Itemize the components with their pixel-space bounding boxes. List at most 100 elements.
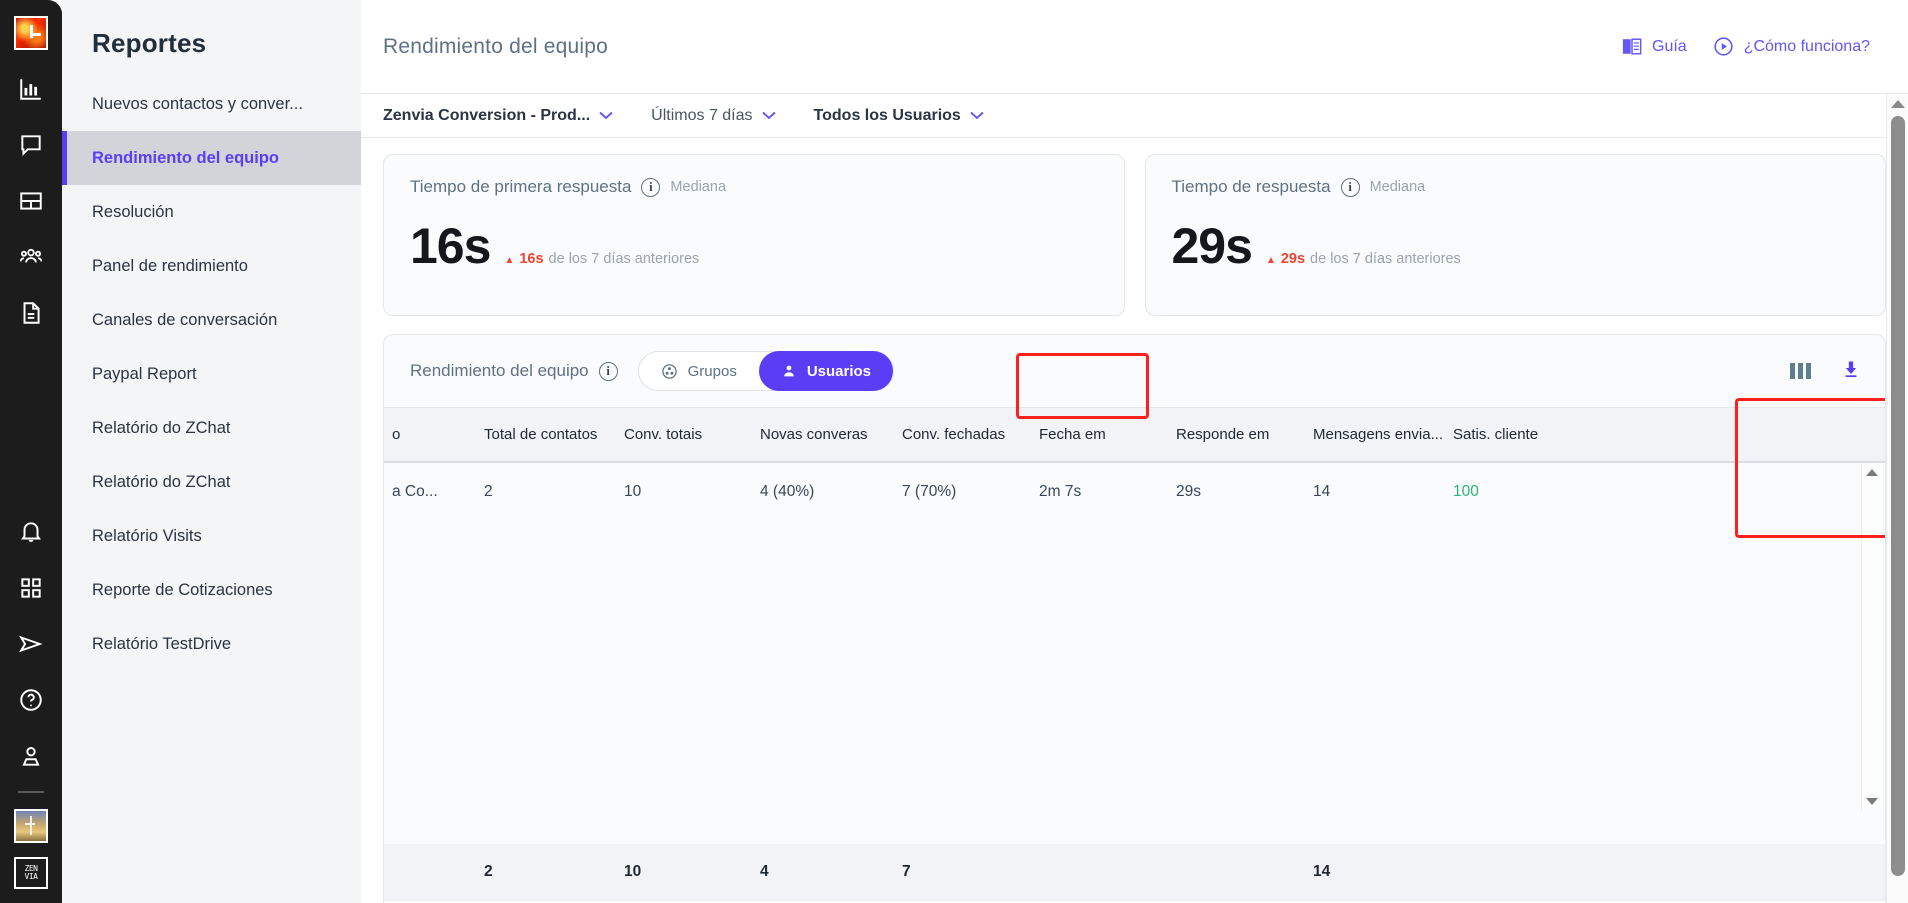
- chevron-down-icon: [761, 107, 776, 125]
- scroll-down-arrow-icon[interactable]: [1865, 798, 1878, 805]
- account-filter-label: Zenvia Conversion - Prod...: [383, 106, 591, 124]
- bell-icon[interactable]: [14, 515, 48, 549]
- column-header-total-contacts[interactable]: Total de contatos: [484, 426, 598, 443]
- column-header-closed-conv[interactable]: Conv. fechadas: [902, 426, 1006, 443]
- triangle-up-icon: ▲: [1265, 255, 1276, 266]
- grid-dashboard-icon[interactable]: [14, 184, 48, 218]
- table-vertical-scrollbar[interactable]: [1861, 463, 1881, 811]
- groups-users-toggle: Grupos Usuarios: [637, 351, 895, 391]
- chat-bubble-icon[interactable]: [14, 128, 48, 162]
- send-paper-plane-icon[interactable]: [14, 627, 48, 661]
- sidebar-item-canales-de-conversacion[interactable]: Canales de conversación: [92, 310, 278, 329]
- column-header-satisfaction[interactable]: Satis. cliente: [1453, 426, 1539, 443]
- info-icon[interactable]: i: [598, 361, 618, 381]
- metric-delta: ▲ 16s de los 7 días anteriores: [504, 251, 699, 267]
- table-title: Rendimiento del equipo i: [410, 361, 618, 381]
- user-icon: [781, 363, 797, 379]
- apps-grid-icon[interactable]: [14, 571, 48, 605]
- total-messages-sent: 14: [1313, 863, 1331, 880]
- total-conv-total: 10: [624, 863, 642, 880]
- total-closed-conv: 7: [902, 863, 911, 880]
- card-body: 16s ▲ 16s de los 7 días anteriores: [410, 221, 1098, 271]
- page-scroll-thumb[interactable]: [1890, 116, 1905, 876]
- sidebar-item-reporte-de-cotizaciones[interactable]: Reporte de Cotizaciones: [92, 580, 273, 599]
- column-header-closes-in[interactable]: Fecha em: [1039, 426, 1106, 443]
- info-icon[interactable]: i: [641, 177, 661, 197]
- metric-delta-suffix: de los 7 días anteriores: [548, 251, 700, 267]
- triangle-up-icon: ▲: [504, 255, 515, 266]
- cell-satisfaction: 100: [1453, 483, 1479, 500]
- chevron-down-icon: [599, 107, 613, 125]
- reports-sidebar: Reportes Nuevos contactos y conver... Re…: [62, 0, 361, 903]
- metric-value: 16s: [410, 218, 491, 274]
- sidebar-title: Reportes: [92, 28, 207, 58]
- sidebar-item-relatorio-testdrive[interactable]: Relatório TestDrive: [92, 634, 232, 653]
- table-title-label: Rendimiento del equipo: [410, 361, 589, 380]
- metric-aggregation: Mediana: [670, 179, 727, 195]
- page-vertical-scrollbar[interactable]: [1886, 94, 1908, 903]
- app-logo[interactable]: [14, 16, 48, 50]
- book-icon: [1622, 38, 1642, 55]
- metric-delta: ▲ 29s de los 7 días anteriores: [1266, 251, 1461, 267]
- download-icon[interactable]: [1841, 359, 1861, 384]
- tab-usuarios[interactable]: Usuarios: [758, 351, 894, 391]
- total-new-conv: 4: [760, 863, 769, 880]
- brand-logo[interactable]: ZEN VIA: [14, 857, 48, 889]
- metric-delta-value: 16s: [519, 251, 544, 267]
- tab-grupos-label: Grupos: [687, 362, 737, 380]
- cell-messages-sent: 14: [1313, 483, 1331, 500]
- table-card-header: Rendimiento del equipo i Grupos: [384, 335, 1885, 407]
- how-it-works-label: ¿Cómo funciona?: [1743, 37, 1870, 55]
- period-filter[interactable]: Últimos 7 días: [651, 106, 776, 125]
- cell-closed-conv: 7 (70%): [902, 483, 957, 500]
- card-header: Tiempo de primera respuesta i Mediana: [410, 177, 1098, 197]
- how-it-works-link[interactable]: ¿Cómo funciona?: [1713, 36, 1870, 57]
- main-panel: Rendimiento del equipo Guía: [361, 0, 1908, 903]
- filter-bar: Zenvia Conversion - Prod... Últimos 7 dí…: [361, 94, 1908, 138]
- column-header-new-conv[interactable]: Novas converas: [760, 426, 868, 443]
- metric-label: Tiempo de respuesta: [1171, 177, 1331, 196]
- sidebar-item-relatorio-visits[interactable]: Relatório Visits: [92, 526, 202, 545]
- metric-label: Tiempo de primera respuesta: [410, 177, 632, 196]
- table-horizontal-scrollbar[interactable]: [384, 900, 1885, 903]
- sidebar-item-relatorio-do-zchat-1[interactable]: Relatório do ZChat: [92, 418, 231, 437]
- chart-bar-icon[interactable]: [14, 72, 48, 106]
- scroll-up-arrow-icon[interactable]: [1865, 469, 1878, 476]
- guide-link-label: Guía: [1652, 37, 1687, 55]
- people-group-icon[interactable]: [14, 240, 48, 274]
- column-header-name[interactable]: o: [392, 426, 401, 443]
- guide-link[interactable]: Guía: [1622, 38, 1687, 56]
- metric-card-first-response-time: Tiempo de primera respuesta i Mediana 16…: [383, 154, 1125, 316]
- top-links: Guía ¿Cómo funciona?: [1622, 36, 1870, 57]
- columns-icon[interactable]: [1790, 363, 1811, 379]
- period-filter-label: Últimos 7 días: [651, 106, 753, 124]
- column-header-messages-sent[interactable]: Mensagens envia...: [1313, 426, 1444, 443]
- info-icon[interactable]: i: [1340, 177, 1360, 197]
- top-bar: Rendimiento del equipo Guía: [361, 0, 1908, 94]
- page-scroll-up-arrow-icon[interactable]: [1890, 100, 1905, 108]
- help-question-icon[interactable]: [14, 683, 48, 717]
- sidebar-item-rendimiento-del-equipo[interactable]: Rendimiento del equipo: [62, 131, 361, 185]
- page-title: Rendimiento del equipo: [383, 34, 609, 58]
- sidebar-item-paypal-report[interactable]: Paypal Report: [92, 364, 197, 383]
- sidebar-item-nuevos-contactos[interactable]: Nuevos contactos y conver...: [92, 94, 303, 113]
- column-header-responds-in[interactable]: Responde em: [1176, 426, 1270, 443]
- document-icon[interactable]: [14, 296, 48, 330]
- team-performance-table-card: Rendimiento del equipo i Grupos: [383, 334, 1886, 903]
- user-account-icon[interactable]: [14, 739, 48, 773]
- column-header-conv-total[interactable]: Conv. totais: [624, 426, 703, 443]
- total-total-contacts: 2: [484, 863, 493, 880]
- cell-conv-total: 10: [624, 483, 642, 500]
- metric-cards: Tiempo de primera respuesta i Mediana 16…: [383, 154, 1886, 316]
- users-filter[interactable]: Todos los Usuarios: [814, 107, 984, 125]
- sidebar-item-panel-de-rendimiento[interactable]: Panel de rendimiento: [92, 256, 248, 275]
- groups-icon: [661, 363, 678, 380]
- table-row[interactable]: a Co... 2 10 4 (40%) 7 (70%) 2m 7s 29s 1…: [384, 463, 1885, 521]
- tab-grupos[interactable]: Grupos: [639, 351, 759, 391]
- metric-value: 29s: [1171, 218, 1253, 274]
- sidebar-item-relatorio-do-zchat-2[interactable]: Relatório do ZChat: [92, 472, 231, 491]
- account-filter[interactable]: Zenvia Conversion - Prod...: [383, 107, 613, 125]
- avatar[interactable]: [14, 809, 48, 843]
- sidebar-item-resolucion[interactable]: Resolución: [92, 202, 174, 221]
